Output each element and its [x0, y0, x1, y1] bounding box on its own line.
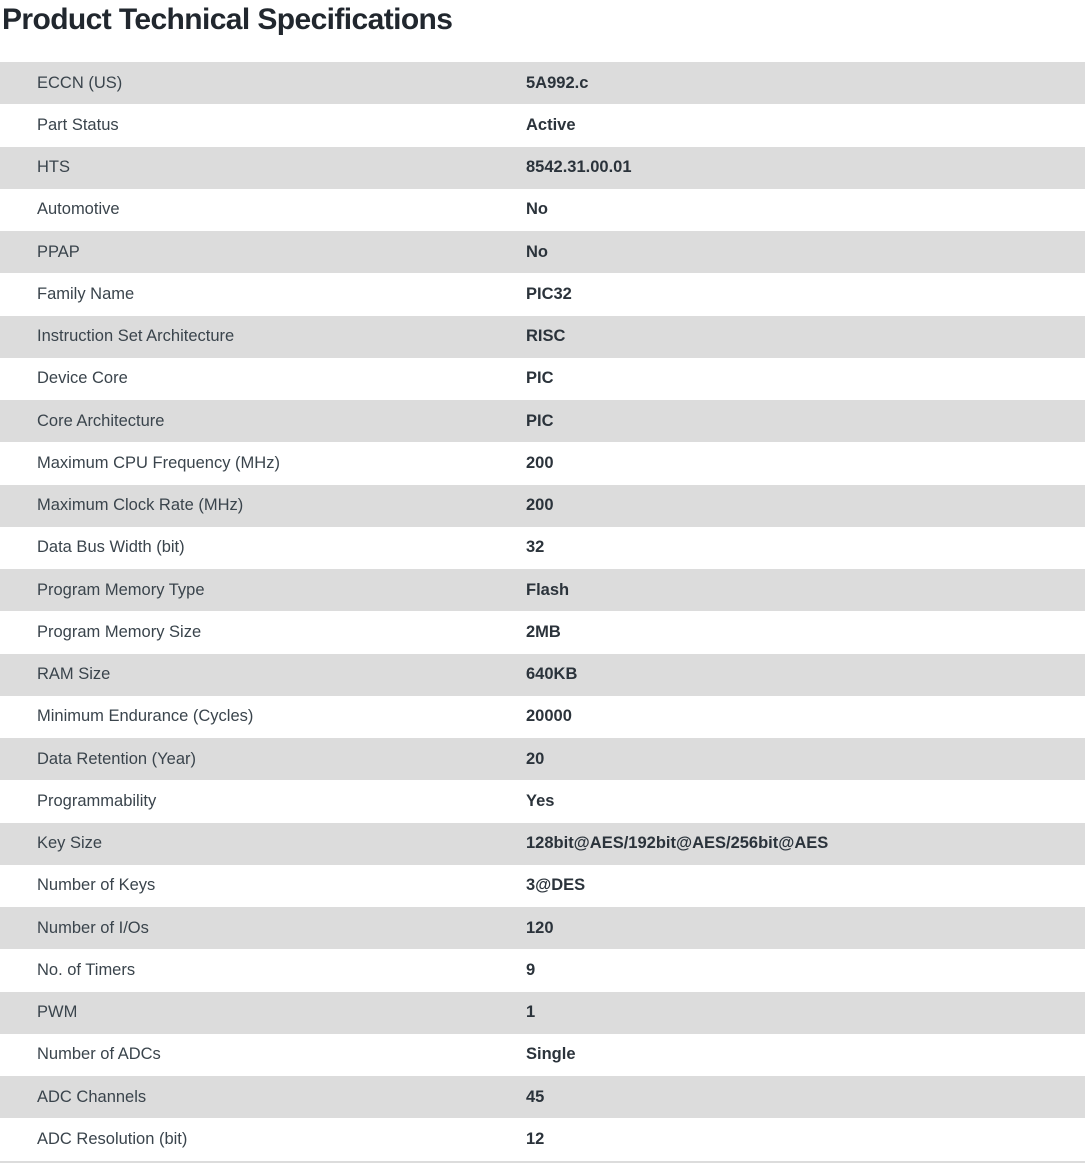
spec-table-row: Program Memory Type Flash [0, 569, 1085, 612]
spec-label: Program Memory Type [37, 580, 205, 599]
spec-value: 200 [526, 496, 554, 515]
spec-label: Family Name [37, 284, 135, 303]
spec-label: Number of ADCs [37, 1045, 161, 1064]
spec-table-row: Maximum CPU Frequency (MHz) 200 [0, 442, 1085, 484]
spec-label: Key Size [37, 834, 103, 853]
spec-table-row: Device Core PIC [0, 358, 1085, 400]
spec-label: Program Memory Size [37, 622, 202, 641]
spec-label: Number of I/Os [37, 918, 149, 937]
spec-label: Programmability [37, 791, 157, 810]
spec-value: 200 [526, 453, 554, 472]
spec-table-row: No. of Timers 9 [0, 949, 1085, 991]
spec-table-row: Automotive No [0, 189, 1085, 231]
spec-label: Minimum Endurance (Cycles) [37, 707, 254, 726]
spec-label: RAM Size [37, 665, 111, 684]
spec-value: 128bit@AES/192bit@AES/256bit@AES [526, 834, 829, 853]
page-title: Product Technical Specifications [2, 3, 453, 36]
spec-value: RISC [526, 327, 566, 346]
spec-label: Device Core [37, 369, 128, 388]
spec-table-row: Program Memory Size 2MB [0, 611, 1085, 653]
spec-table-row: ADC Channels 45 [0, 1076, 1085, 1119]
spec-label: HTS [37, 158, 70, 177]
spec-label: PWM [37, 1003, 78, 1022]
spec-table-row: Programmability Yes [0, 780, 1085, 822]
spec-value: No [526, 200, 548, 219]
spec-table-row: PWM 1 [0, 991, 1085, 1034]
spec-label: No. of Timers [37, 960, 136, 979]
spec-value: 1 [526, 1003, 536, 1022]
spec-value: Single [526, 1045, 576, 1064]
spec-table-row: Maximum Clock Rate (MHz) 200 [0, 484, 1085, 527]
spec-value: 120 [526, 918, 554, 937]
spec-label: ADC Channels [37, 1087, 147, 1106]
spec-value: No [526, 242, 548, 261]
spec-value: 3@DES [526, 876, 586, 895]
spec-label: Instruction Set Architecture [37, 327, 235, 346]
spec-label: PPAP [37, 242, 80, 261]
spec-value: PIC32 [526, 284, 572, 303]
spec-label: Core Architecture [37, 411, 165, 430]
spec-label: Maximum Clock Rate (MHz) [37, 496, 244, 515]
spec-table-row: Data Bus Width (bit) 32 [0, 527, 1085, 569]
spec-value: 32 [526, 538, 545, 557]
spec-table-row: Number of ADCs Single [0, 1034, 1085, 1076]
spec-label: Number of Keys [37, 876, 156, 895]
spec-table-row: Number of Keys 3@DES [0, 865, 1085, 907]
spec-table-row: HTS 8542.31.00.01 [0, 146, 1085, 189]
spec-value: 5A992.c [526, 73, 589, 92]
spec-label: Automotive [37, 200, 120, 219]
spec-label: ECCN (US) [37, 73, 123, 92]
spec-table-row: Data Retention (Year) 20 [0, 738, 1085, 781]
spec-table-row: Core Architecture PIC [0, 400, 1085, 443]
spec-value: 12 [526, 1129, 545, 1148]
spec-table-row: PPAP No [0, 231, 1085, 274]
spec-table-row: Instruction Set Architecture RISC [0, 315, 1085, 358]
spec-table-row: Family Name PIC32 [0, 273, 1085, 315]
spec-table-row: Number of I/Os 120 [0, 907, 1085, 950]
spec-value: 2MB [526, 622, 561, 641]
spec-table-row: ECCN (US) 5A992.c [0, 62, 1085, 105]
spec-value: 45 [526, 1087, 545, 1106]
spec-table-row: Key Size 128bit@AES/192bit@AES/256bit@AE… [0, 822, 1085, 865]
spec-label: Data Bus Width (bit) [37, 538, 185, 557]
spec-value: Active [526, 115, 576, 134]
spec-value: 9 [526, 960, 536, 979]
spec-table-row: RAM Size 640KB [0, 653, 1085, 696]
spec-value: 640KB [526, 665, 578, 684]
spec-value: 20 [526, 749, 545, 768]
spec-value: Flash [526, 580, 570, 599]
spec-table-row: Part Status Active [0, 104, 1085, 146]
spec-value: PIC [526, 411, 554, 430]
spec-value: PIC [526, 369, 554, 388]
spec-value: 8542.31.00.01 [526, 158, 632, 177]
spec-table-row: ADC Resolution (bit) 12 [0, 1118, 1085, 1160]
spec-label: Part Status [37, 115, 119, 134]
spec-table-row: Minimum Endurance (Cycles) 20000 [0, 696, 1085, 738]
spec-value: Yes [526, 791, 555, 810]
spec-label: Maximum CPU Frequency (MHz) [37, 453, 280, 472]
spec-table: ECCN (US) 5A992.c Part Status Active HTS… [0, 62, 1085, 1161]
spec-value: 20000 [526, 707, 572, 726]
spec-label: ADC Resolution (bit) [37, 1129, 188, 1148]
spec-label: Data Retention (Year) [37, 749, 196, 768]
next-row-partial [0, 1160, 1085, 1163]
